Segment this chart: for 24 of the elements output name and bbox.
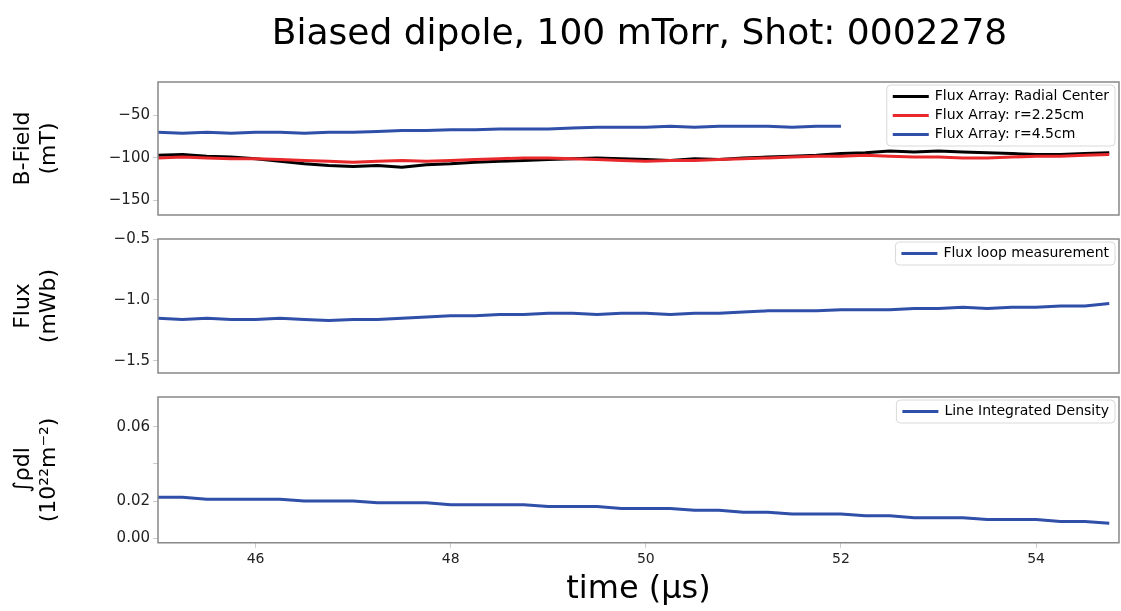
legend-label: Flux loop measurement <box>943 244 1110 261</box>
y-tick-label: 0.06 <box>116 416 150 435</box>
x-tick-label: 54 <box>1027 549 1046 566</box>
y-tick-label: −150 <box>108 190 150 209</box>
y-tick-label: −1.0 <box>113 289 150 308</box>
legend-label: Flux Array: Radial Center <box>934 87 1110 104</box>
y-axis-title: Flux (mWb) <box>8 268 61 344</box>
y-tick-label: −50 <box>118 105 150 124</box>
x-axis-title: time (μs) <box>566 568 711 607</box>
x-tick-label: 52 <box>832 549 850 566</box>
y-tick-label: 0.02 <box>116 490 150 509</box>
y-tick-label: −0.5 <box>113 228 150 247</box>
y-tick-label: 0.00 <box>116 528 150 547</box>
y-axis-title: B-Field (mT) <box>8 111 61 186</box>
y-axis-title: ∫ρdl (10²²m⁻²) <box>8 417 61 523</box>
legend-label: Flux Array: r=2.25cm <box>934 106 1085 123</box>
x-tick-label: 50 <box>636 549 655 566</box>
chart-title: Biased dipole, 100 mTorr, Shot: 0002278 <box>270 10 1009 54</box>
legend-label: Line Integrated Density <box>944 402 1110 419</box>
y-tick-label: −100 <box>108 147 150 166</box>
y-tick-label: −1.5 <box>113 350 150 369</box>
x-tick-label: 48 <box>441 549 460 566</box>
x-tick-label: 46 <box>246 549 265 566</box>
legend-label: Flux Array: r=4.5cm <box>934 125 1076 142</box>
